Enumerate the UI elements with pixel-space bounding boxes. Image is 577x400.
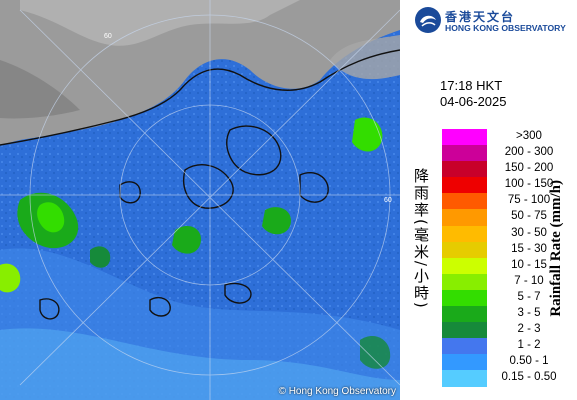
radar-image: 60 60 xyxy=(0,0,400,400)
legend-row: 3 - 5 xyxy=(442,306,562,323)
legend-range-label: 7 - 10 xyxy=(514,274,544,287)
hko-logo-icon xyxy=(415,7,441,33)
legend-range-label: 1 - 2 xyxy=(517,339,541,352)
rainfall-legend: >300 200 - 300 150 - 200 100 - 150 75 - 100 5… xyxy=(442,129,562,387)
side-panel: 香港天文台 HONG KONG OBSERVATORY 17:18 HKT 04… xyxy=(400,0,577,400)
legend-range-label: 50 - 75 xyxy=(511,210,547,223)
legend-swatch xyxy=(442,322,487,339)
legend-range-label: 15 - 30 xyxy=(511,242,547,255)
legend-row: >300 xyxy=(442,129,562,146)
legend-range-label: 30 - 50 xyxy=(511,226,547,239)
legend-range-label: 0.15 - 0.50 xyxy=(501,371,557,384)
radar-date: 04-06-2025 xyxy=(440,94,507,109)
legend-title-en: Rainfall Rate (mm/h) xyxy=(548,180,564,317)
legend-swatch xyxy=(442,273,487,290)
legend-row: 2 - 3 xyxy=(442,322,562,339)
legend-row: 15 - 30 xyxy=(442,241,562,258)
legend-row: 7 - 10 xyxy=(442,273,562,290)
grid-label: 60 xyxy=(104,33,112,40)
logo-name-zh: 香港天文台 xyxy=(445,10,516,24)
legend-row: 200 - 300 xyxy=(442,145,562,162)
legend-range-label: 5 - 7 xyxy=(517,290,541,303)
legend-row: 75 - 100 xyxy=(442,193,562,210)
legend-range-label: 100 - 150 xyxy=(504,178,554,191)
legend-row: 0.50 - 1 xyxy=(442,354,562,371)
legend-row: 30 - 50 xyxy=(442,225,562,242)
legend-range-label: 75 - 100 xyxy=(507,194,551,207)
hko-logo[interactable]: 香港天文台 HONG KONG OBSERVATORY xyxy=(414,6,574,36)
legend-row: 100 - 150 xyxy=(442,177,562,194)
legend-swatch xyxy=(442,225,487,242)
legend-swatch xyxy=(442,209,487,226)
legend-range-label: 0.50 - 1 xyxy=(509,355,549,368)
legend-range-label: 200 - 300 xyxy=(504,146,554,159)
legend-title-zh: 降雨率(毫米/小時) xyxy=(412,168,430,310)
legend-row: 1 - 2 xyxy=(442,338,562,355)
legend-swatch xyxy=(442,306,487,323)
legend-range-label: 3 - 5 xyxy=(517,307,541,320)
legend-swatch xyxy=(442,241,487,258)
legend-swatch xyxy=(442,257,487,274)
legend-swatch xyxy=(442,193,487,210)
legend-swatch xyxy=(442,161,487,178)
legend-swatch xyxy=(442,177,487,194)
legend-swatch xyxy=(442,129,487,146)
legend-swatch xyxy=(442,370,487,387)
legend-range-label: 10 - 15 xyxy=(511,258,547,271)
legend-row: 50 - 75 xyxy=(442,209,562,226)
legend-row: 150 - 200 xyxy=(442,161,562,178)
legend-row: 5 - 7 xyxy=(442,289,562,307)
radar-map[interactable]: 60 60 © Hong Kong Observatory xyxy=(0,0,400,400)
grid-label: 60 xyxy=(384,197,392,204)
legend-swatch xyxy=(442,145,487,162)
legend-row: 10 - 15 xyxy=(442,257,562,274)
legend-range-label: 150 - 200 xyxy=(504,162,554,175)
legend-swatch xyxy=(442,354,487,371)
legend-swatch xyxy=(442,289,487,307)
legend-swatch xyxy=(442,338,487,355)
legend-range-label: >300 xyxy=(516,130,542,142)
radar-time: 17:18 HKT xyxy=(440,78,503,93)
legend-row: 0.15 - 0.50 xyxy=(442,370,562,387)
map-copyright: © Hong Kong Observatory xyxy=(278,386,396,397)
legend-range-label: 2 - 3 xyxy=(517,323,541,336)
logo-name-en: HONG KONG OBSERVATORY xyxy=(445,23,566,33)
